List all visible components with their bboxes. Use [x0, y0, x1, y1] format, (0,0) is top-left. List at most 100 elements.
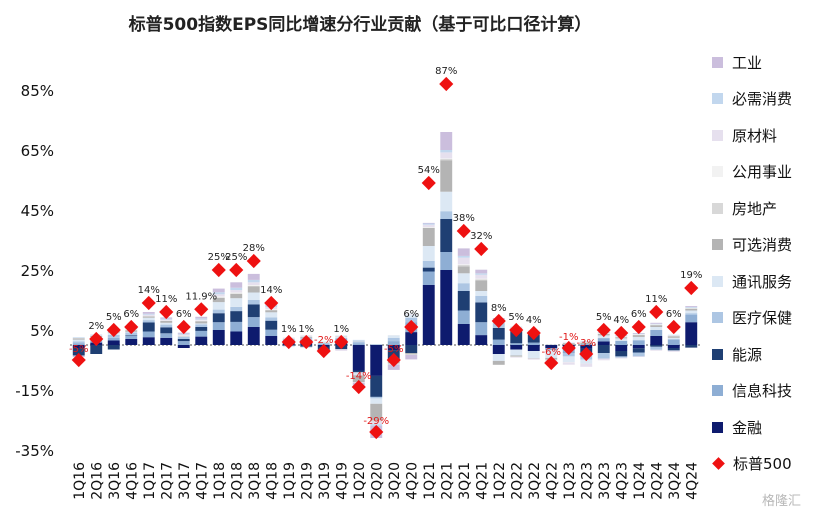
bar-segment — [247, 286, 260, 293]
bar-segment — [230, 298, 243, 307]
total-marker — [89, 331, 104, 347]
bar-segment — [405, 354, 418, 355]
bar-segment — [457, 264, 470, 265]
bar-segment — [370, 421, 383, 425]
bar-segment — [510, 343, 523, 345]
data-label: 11.9% — [185, 291, 217, 302]
data-label: 19% — [680, 270, 702, 281]
bar-segment — [247, 304, 260, 318]
data-label: -14% — [346, 371, 372, 382]
total-marker — [176, 319, 191, 335]
legend-label: 公用事业 — [732, 163, 793, 182]
total-marker — [631, 319, 646, 335]
x-tick-label: 2Q17 — [159, 462, 175, 500]
bar-segment — [230, 293, 243, 294]
bar-segment — [352, 345, 365, 371]
bar-segment — [440, 150, 453, 153]
bar-segment — [475, 302, 488, 323]
bar-segment — [230, 282, 243, 288]
legend-item: 原材料 — [712, 117, 834, 154]
x-tick-label: 4Q24 — [684, 462, 700, 500]
bar-segment — [685, 322, 698, 345]
total-marker — [71, 352, 86, 368]
bar-segment — [667, 350, 680, 352]
bar-segment — [195, 324, 208, 327]
legend-swatch — [712, 56, 723, 68]
bar-segment — [352, 341, 365, 344]
bar-segment — [405, 332, 418, 345]
bar-segment — [667, 345, 680, 348]
bar-segment — [265, 310, 278, 313]
legend-item: 可选消费 — [712, 227, 834, 264]
bar-segment — [527, 345, 540, 351]
bar-segment — [597, 345, 610, 354]
bar-segment — [107, 345, 120, 350]
total-marker — [369, 424, 384, 440]
x-tick-label: 3Q23 — [597, 462, 613, 500]
bar-segment — [457, 273, 470, 284]
data-label: 11% — [155, 294, 177, 305]
bar-segment — [457, 255, 470, 258]
bar-segment — [195, 327, 208, 331]
legend-label: 可选消费 — [732, 236, 793, 255]
bar-segment — [387, 345, 400, 351]
bar-segment — [580, 342, 593, 345]
bar-segment — [667, 334, 680, 336]
bar-segment — [632, 345, 645, 349]
data-label: 6% — [176, 309, 192, 320]
x-tick-label: 1Q21 — [422, 462, 438, 500]
data-label: 14% — [260, 285, 282, 296]
bar-segment — [160, 333, 173, 338]
bar-segment — [160, 337, 173, 345]
bar-segment — [650, 345, 663, 347]
x-tick-label: 2Q23 — [579, 462, 595, 500]
total-marker — [474, 241, 489, 257]
x-tick-label: 2Q16 — [89, 462, 105, 500]
x-tick-label: 1Q19 — [282, 462, 298, 500]
bar-segment — [230, 321, 243, 332]
x-tick-label: 2Q22 — [509, 462, 525, 500]
bar-segment — [352, 370, 365, 373]
x-tick-label: 3Q20 — [387, 462, 403, 500]
legend-label: 房地产 — [732, 199, 778, 218]
data-label: 5% — [596, 312, 612, 323]
legend-item: 公用事业 — [712, 154, 834, 191]
bar-segment — [265, 317, 278, 321]
bar-segment — [650, 349, 663, 351]
data-label: 5% — [106, 312, 122, 323]
data-label: -2% — [314, 335, 333, 346]
bar-segment — [527, 358, 540, 360]
bar-segment — [212, 296, 225, 298]
bar-segment — [632, 356, 645, 357]
labels-layer: -5%2%5% 6%14%11%6%11.9%25%25%28%14%1% 1%-2… — [69, 66, 702, 427]
total-marker — [614, 325, 629, 341]
bar-segment — [230, 311, 243, 322]
data-label: 25% — [208, 252, 230, 263]
bar-segment — [562, 356, 575, 363]
bar-segment — [212, 292, 225, 295]
legend-item: 房地产 — [712, 190, 834, 227]
y-tick-label: 45% — [21, 202, 54, 220]
x-tick-label: 3Q19 — [317, 462, 333, 500]
bar-segment — [405, 354, 418, 360]
data-label: 6% — [403, 309, 419, 320]
total-marker — [666, 319, 681, 335]
bar-segment — [177, 341, 190, 345]
x-tick-label: 1Q23 — [562, 462, 578, 500]
bar-segment — [160, 327, 173, 334]
data-label: -1% — [559, 332, 578, 343]
total-marker — [281, 334, 296, 350]
bar-segment — [422, 246, 435, 261]
bar-segment — [195, 319, 208, 321]
bar-segment — [527, 351, 540, 359]
bar-segment — [475, 269, 488, 274]
total-marker — [386, 352, 401, 368]
bar-segment — [142, 322, 155, 332]
y-tick-label: 5% — [30, 322, 54, 340]
total-marker — [561, 340, 576, 356]
bar-segment — [457, 291, 470, 311]
total-markers-layer — [71, 76, 699, 440]
bar-segment — [160, 319, 173, 321]
bar-segment — [352, 343, 365, 345]
